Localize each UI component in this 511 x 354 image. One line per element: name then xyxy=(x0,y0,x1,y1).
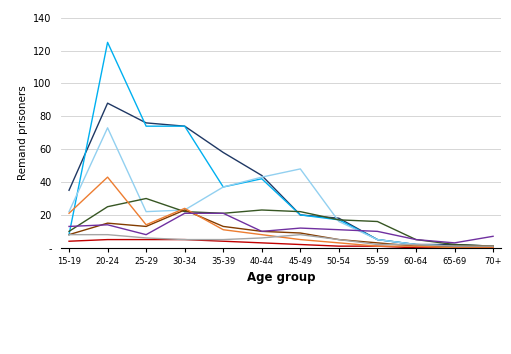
Y-axis label: Remand prisoners: Remand prisoners xyxy=(17,85,28,180)
X-axis label: Age group: Age group xyxy=(247,272,315,284)
